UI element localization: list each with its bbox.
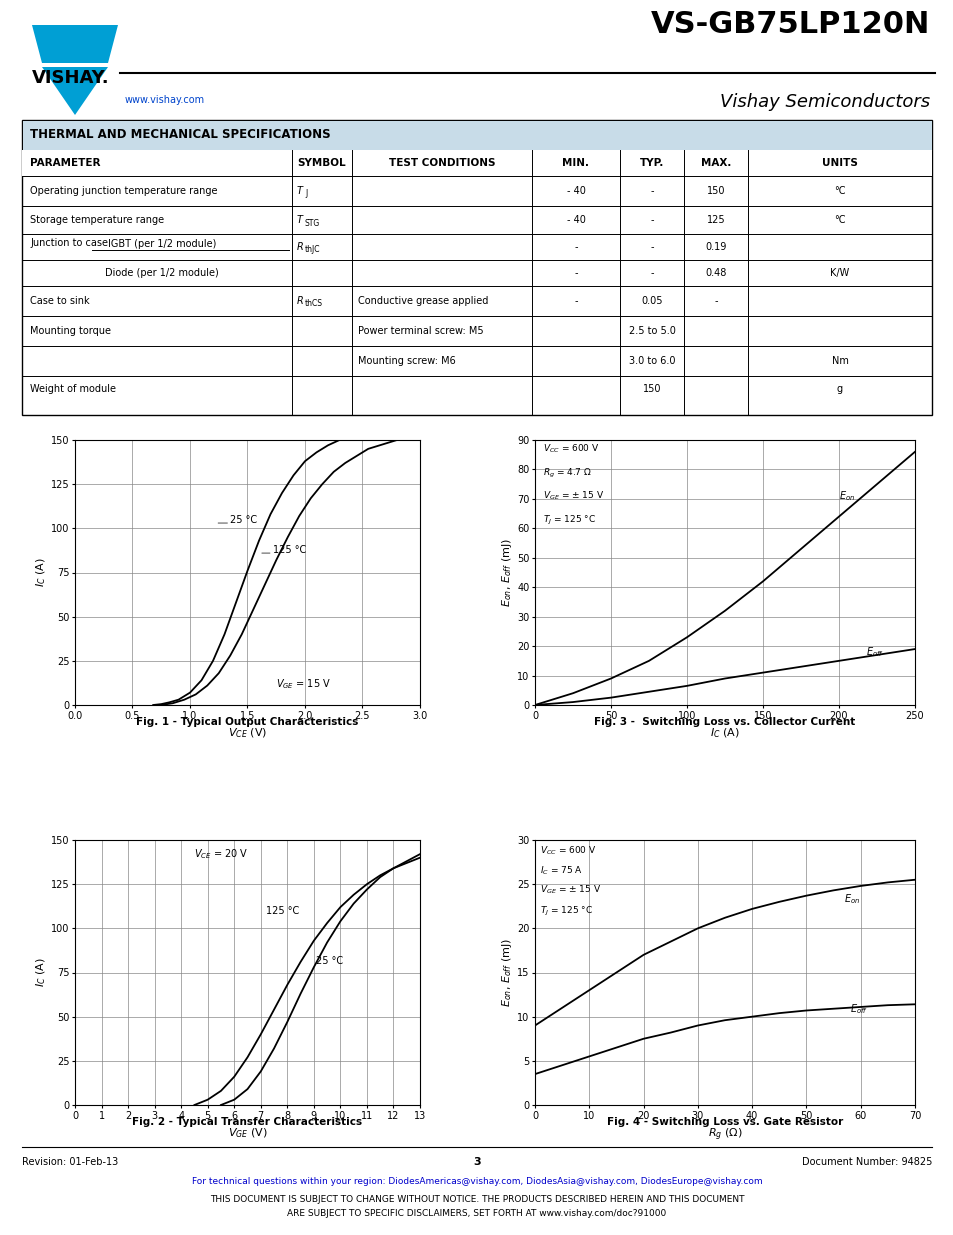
Text: 3: 3 (473, 1157, 480, 1167)
X-axis label: $\mathit{V}_{GE}$ (V): $\mathit{V}_{GE}$ (V) (228, 1126, 267, 1140)
Text: -: - (650, 242, 653, 252)
Text: 25 °C: 25 °C (316, 956, 343, 966)
Y-axis label: $\mathit{I}_C$ (A): $\mathit{I}_C$ (A) (34, 557, 48, 588)
Y-axis label: $\mathit{E}_{on}$, $\mathit{E}_{off}$ (mJ): $\mathit{E}_{on}$, $\mathit{E}_{off}$ (m… (499, 937, 514, 1007)
Text: g: g (836, 384, 842, 394)
Text: T: T (296, 215, 303, 225)
Text: -: - (714, 296, 717, 306)
Text: Fig. 4 - Switching Loss vs. Gate Resistor: Fig. 4 - Switching Loss vs. Gate Resisto… (606, 1116, 842, 1128)
Text: Document Number: 94825: Document Number: 94825 (801, 1157, 931, 1167)
Text: PARAMETER: PARAMETER (30, 158, 100, 168)
Text: Nm: Nm (831, 356, 847, 366)
Text: $R_g$ = 4.7 Ω: $R_g$ = 4.7 Ω (542, 467, 591, 480)
Text: -: - (650, 215, 653, 225)
Text: Weight of module: Weight of module (30, 384, 116, 394)
Text: 125 °C: 125 °C (273, 545, 306, 555)
Text: TEST CONDITIONS: TEST CONDITIONS (388, 158, 495, 168)
Text: TYP.: TYP. (639, 158, 663, 168)
Text: 25 °C: 25 °C (230, 515, 257, 525)
Polygon shape (42, 67, 108, 115)
Bar (22, 120, 931, 149)
Text: thCS: thCS (305, 300, 323, 309)
Y-axis label: $\mathit{E}_{on}$, $\mathit{E}_{off}$ (mJ): $\mathit{E}_{on}$, $\mathit{E}_{off}$ (m… (499, 538, 514, 608)
Text: THIS DOCUMENT IS SUBJECT TO CHANGE WITHOUT NOTICE. THE PRODUCTS DESCRIBED HEREIN: THIS DOCUMENT IS SUBJECT TO CHANGE WITHO… (210, 1195, 743, 1204)
Text: VISHAY.: VISHAY. (32, 69, 110, 86)
Text: MAX.: MAX. (700, 158, 730, 168)
Text: 150: 150 (642, 384, 660, 394)
Text: thJC: thJC (305, 246, 320, 254)
Text: - 40: - 40 (566, 215, 585, 225)
Text: °C: °C (833, 215, 845, 225)
Text: Diode (per 1/2 module): Diode (per 1/2 module) (105, 268, 218, 278)
Text: R: R (296, 296, 303, 306)
Text: Fig. 3 -  Switching Loss vs. Collector Current: Fig. 3 - Switching Loss vs. Collector Cu… (594, 718, 855, 727)
Text: $V_{GE}$ = ± 15 V: $V_{GE}$ = ± 15 V (539, 884, 601, 897)
Text: 2.5 to 5.0: 2.5 to 5.0 (628, 326, 675, 336)
Text: Fig. 1 - Typical Output Characteristics: Fig. 1 - Typical Output Characteristics (136, 718, 358, 727)
Text: 0.19: 0.19 (704, 242, 726, 252)
Text: Storage temperature range: Storage temperature range (30, 215, 164, 225)
Text: Mounting screw: M6: Mounting screw: M6 (357, 356, 456, 366)
Text: -: - (574, 268, 578, 278)
Polygon shape (32, 25, 118, 63)
Text: Power terminal screw: M5: Power terminal screw: M5 (357, 326, 483, 336)
Text: Case to sink: Case to sink (30, 296, 90, 306)
Text: Operating junction temperature range: Operating junction temperature range (30, 186, 217, 196)
X-axis label: $\mathit{I}_C$ (A): $\mathit{I}_C$ (A) (709, 726, 740, 740)
Text: - 40: - 40 (566, 186, 585, 196)
Text: $\mathit{V}_{CE}$ = 20 V: $\mathit{V}_{CE}$ = 20 V (194, 847, 249, 862)
Text: $E_{off}$: $E_{off}$ (865, 645, 883, 658)
Text: UNITS: UNITS (821, 158, 857, 168)
Text: Fig. 2 - Typical Transfer Characteristics: Fig. 2 - Typical Transfer Characteristic… (132, 1116, 362, 1128)
Text: www.vishay.com: www.vishay.com (125, 95, 205, 105)
Text: -: - (650, 268, 653, 278)
Text: $T_J$ = 125 °C: $T_J$ = 125 °C (542, 514, 596, 527)
Text: -: - (574, 242, 578, 252)
Text: $I_C$ = 75 A: $I_C$ = 75 A (539, 864, 583, 877)
Text: T: T (296, 186, 303, 196)
Text: $\mathit{V}_{GE}$ = 15 V: $\mathit{V}_{GE}$ = 15 V (276, 677, 331, 692)
Text: THERMAL AND MECHANICAL SPECIFICATIONS: THERMAL AND MECHANICAL SPECIFICATIONS (30, 128, 331, 142)
Text: 0.48: 0.48 (704, 268, 726, 278)
X-axis label: $\mathit{R}_g$ (Ω): $\mathit{R}_g$ (Ω) (707, 1126, 741, 1142)
Text: $E_{on}$: $E_{on}$ (843, 892, 860, 905)
Text: °C: °C (833, 186, 845, 196)
Text: -: - (574, 296, 578, 306)
Text: $V_{CC}$ = 600 V: $V_{CC}$ = 600 V (542, 443, 598, 456)
Text: K/W: K/W (829, 268, 849, 278)
Text: Junction to case: Junction to case (30, 238, 108, 248)
Text: $V_{CC}$ = 600 V: $V_{CC}$ = 600 V (539, 845, 597, 857)
Text: $T_J$ = 125 °C: $T_J$ = 125 °C (539, 905, 593, 918)
Text: $E_{off}$: $E_{off}$ (849, 1003, 867, 1016)
X-axis label: $\mathit{V}_{CE}$ (V): $\mathit{V}_{CE}$ (V) (228, 726, 267, 740)
Text: MIN.: MIN. (562, 158, 589, 168)
Text: Vishay Semiconductors: Vishay Semiconductors (720, 93, 929, 111)
Text: -: - (650, 186, 653, 196)
Text: $E_{on}$: $E_{on}$ (838, 489, 854, 503)
Text: 125: 125 (706, 215, 724, 225)
Text: SYMBOL: SYMBOL (297, 158, 346, 168)
Text: Conductive grease applied: Conductive grease applied (357, 296, 488, 306)
Y-axis label: $\mathit{I}_C$ (A): $\mathit{I}_C$ (A) (34, 957, 48, 988)
Text: 150: 150 (706, 186, 724, 196)
Text: R: R (296, 242, 303, 252)
Bar (22, 149, 931, 177)
Text: 125 °C: 125 °C (266, 906, 299, 916)
Text: STG: STG (305, 219, 320, 227)
Text: Mounting torque: Mounting torque (30, 326, 111, 336)
Bar (22, 120, 931, 415)
Text: For technical questions within your region: DiodesAmericas@vishay.com, DiodesAsi: For technical questions within your regi… (192, 1177, 761, 1186)
Text: Revision: 01-Feb-13: Revision: 01-Feb-13 (22, 1157, 118, 1167)
Text: ARE SUBJECT TO SPECIFIC DISCLAIMERS, SET FORTH AT www.vishay.com/doc?91000: ARE SUBJECT TO SPECIFIC DISCLAIMERS, SET… (287, 1209, 666, 1218)
Text: $V_{GE}$ = ± 15 V: $V_{GE}$ = ± 15 V (542, 490, 603, 503)
Text: 3.0 to 6.0: 3.0 to 6.0 (628, 356, 675, 366)
Text: J: J (305, 189, 307, 199)
Text: 0.05: 0.05 (640, 296, 662, 306)
Text: IGBT (per 1/2 module): IGBT (per 1/2 module) (108, 240, 216, 249)
Text: VS-GB75LP120N: VS-GB75LP120N (650, 10, 929, 40)
